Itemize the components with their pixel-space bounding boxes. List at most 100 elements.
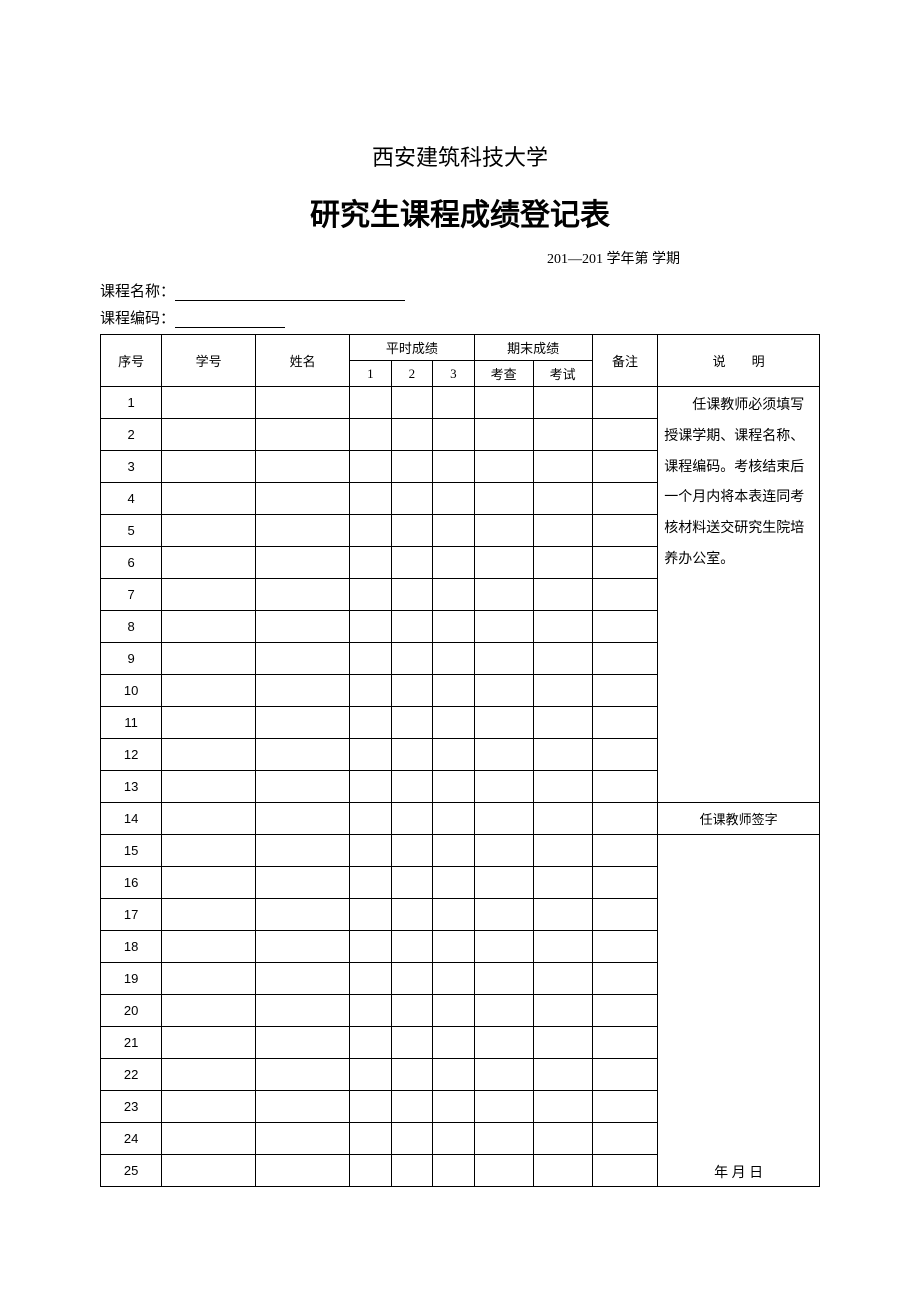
cell-blank[interactable]: [256, 611, 350, 643]
cell-blank[interactable]: [474, 995, 533, 1027]
cell-blank[interactable]: [350, 899, 392, 931]
cell-blank[interactable]: [474, 579, 533, 611]
cell-blank[interactable]: [592, 835, 658, 867]
cell-blank[interactable]: [162, 739, 256, 771]
cell-blank[interactable]: [350, 803, 392, 835]
cell-blank[interactable]: [474, 1155, 533, 1187]
cell-blank[interactable]: [391, 515, 433, 547]
cell-blank[interactable]: [350, 995, 392, 1027]
cell-blank[interactable]: [350, 643, 392, 675]
cell-blank[interactable]: [474, 1091, 533, 1123]
cell-blank[interactable]: [350, 483, 392, 515]
cell-blank[interactable]: [391, 931, 433, 963]
cell-blank[interactable]: [256, 643, 350, 675]
cell-blank[interactable]: [162, 963, 256, 995]
cell-blank[interactable]: [433, 483, 475, 515]
cell-blank[interactable]: [433, 547, 475, 579]
cell-blank[interactable]: [391, 867, 433, 899]
cell-blank[interactable]: [433, 419, 475, 451]
cell-blank[interactable]: [350, 547, 392, 579]
cell-blank[interactable]: [592, 899, 658, 931]
cell-blank[interactable]: [162, 387, 256, 419]
cell-blank[interactable]: [533, 579, 592, 611]
cell-blank[interactable]: [433, 643, 475, 675]
cell-blank[interactable]: [350, 419, 392, 451]
cell-blank[interactable]: [433, 803, 475, 835]
cell-blank[interactable]: [533, 1155, 592, 1187]
cell-blank[interactable]: [474, 547, 533, 579]
course-name-blank[interactable]: [175, 285, 405, 301]
cell-blank[interactable]: [533, 451, 592, 483]
cell-blank[interactable]: [433, 739, 475, 771]
cell-blank[interactable]: [256, 451, 350, 483]
cell-blank[interactable]: [350, 963, 392, 995]
cell-blank[interactable]: [162, 1155, 256, 1187]
cell-blank[interactable]: [256, 771, 350, 803]
cell-blank[interactable]: [256, 547, 350, 579]
cell-blank[interactable]: [162, 707, 256, 739]
cell-blank[interactable]: [533, 515, 592, 547]
cell-blank[interactable]: [474, 515, 533, 547]
cell-blank[interactable]: [391, 803, 433, 835]
cell-blank[interactable]: [533, 835, 592, 867]
cell-blank[interactable]: [433, 835, 475, 867]
cell-blank[interactable]: [533, 483, 592, 515]
cell-blank[interactable]: [433, 1027, 475, 1059]
cell-blank[interactable]: [474, 675, 533, 707]
cell-blank[interactable]: [533, 1091, 592, 1123]
cell-blank[interactable]: [592, 611, 658, 643]
cell-blank[interactable]: [350, 1123, 392, 1155]
cell-blank[interactable]: [474, 451, 533, 483]
cell-blank[interactable]: [256, 1155, 350, 1187]
cell-blank[interactable]: [592, 547, 658, 579]
cell-blank[interactable]: [433, 515, 475, 547]
cell-blank[interactable]: [433, 707, 475, 739]
cell-blank[interactable]: [350, 387, 392, 419]
cell-blank[interactable]: [162, 835, 256, 867]
cell-blank[interactable]: [162, 899, 256, 931]
cell-blank[interactable]: [256, 1059, 350, 1091]
cell-blank[interactable]: [474, 611, 533, 643]
cell-blank[interactable]: [256, 1091, 350, 1123]
cell-blank[interactable]: [474, 931, 533, 963]
cell-blank[interactable]: [592, 579, 658, 611]
cell-blank[interactable]: [592, 1059, 658, 1091]
cell-blank[interactable]: [433, 899, 475, 931]
cell-blank[interactable]: [162, 1123, 256, 1155]
cell-blank[interactable]: [474, 899, 533, 931]
cell-blank[interactable]: [533, 995, 592, 1027]
cell-blank[interactable]: [533, 1027, 592, 1059]
cell-blank[interactable]: [350, 835, 392, 867]
course-code-blank[interactable]: [175, 312, 285, 328]
cell-blank[interactable]: [533, 963, 592, 995]
cell-blank[interactable]: [391, 675, 433, 707]
cell-blank[interactable]: [162, 483, 256, 515]
cell-blank[interactable]: [391, 1091, 433, 1123]
cell-blank[interactable]: [592, 931, 658, 963]
cell-blank[interactable]: [256, 515, 350, 547]
cell-blank[interactable]: [533, 643, 592, 675]
cell-blank[interactable]: [474, 387, 533, 419]
cell-blank[interactable]: [162, 579, 256, 611]
cell-blank[interactable]: [391, 739, 433, 771]
cell-blank[interactable]: [162, 771, 256, 803]
cell-blank[interactable]: [391, 771, 433, 803]
cell-blank[interactable]: [592, 995, 658, 1027]
cell-blank[interactable]: [474, 643, 533, 675]
cell-blank[interactable]: [474, 1059, 533, 1091]
cell-blank[interactable]: [474, 483, 533, 515]
cell-blank[interactable]: [533, 739, 592, 771]
cell-blank[interactable]: [162, 643, 256, 675]
cell-blank[interactable]: [391, 707, 433, 739]
cell-blank[interactable]: [433, 387, 475, 419]
cell-blank[interactable]: [256, 963, 350, 995]
cell-blank[interactable]: [592, 867, 658, 899]
cell-blank[interactable]: [592, 1091, 658, 1123]
cell-blank[interactable]: [592, 739, 658, 771]
cell-blank[interactable]: [162, 803, 256, 835]
cell-blank[interactable]: [433, 867, 475, 899]
cell-blank[interactable]: [474, 739, 533, 771]
cell-blank[interactable]: [533, 899, 592, 931]
cell-blank[interactable]: [350, 931, 392, 963]
cell-blank[interactable]: [592, 1155, 658, 1187]
